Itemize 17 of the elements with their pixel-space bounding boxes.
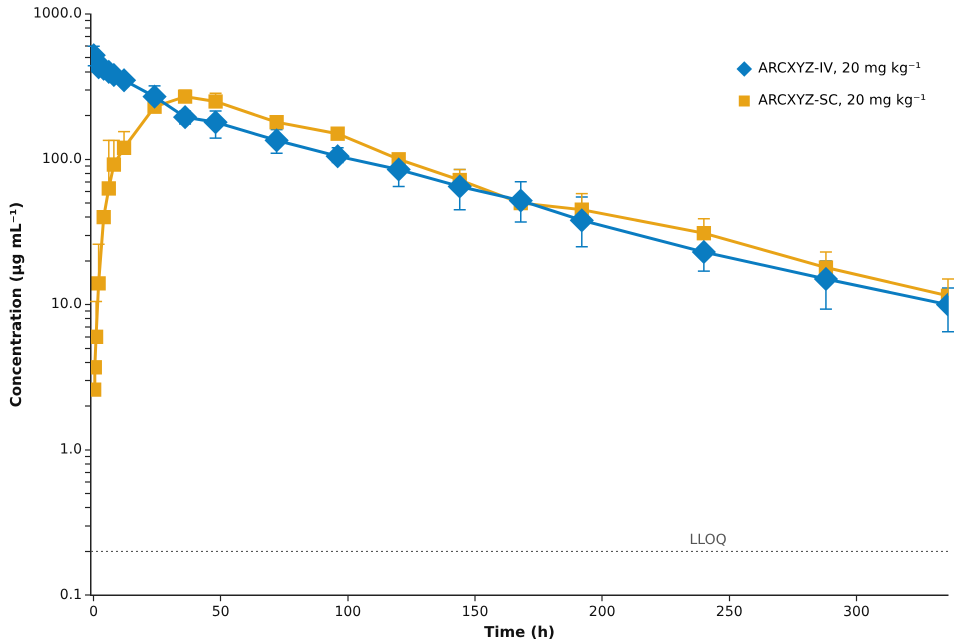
x-tick-label: 0 [89, 604, 98, 620]
y-tick-label: 1.0 [60, 442, 82, 458]
y-tick-label: 1000.0 [32, 6, 82, 22]
x-tick-label: 300 [843, 604, 870, 620]
y-tick-label: 0.1 [60, 586, 82, 603]
x-tick-label: 200 [588, 604, 616, 620]
x-tick-label: 50 [212, 604, 230, 620]
y-axis-title: Concentration (µg mL⁻¹) [6, 202, 25, 408]
x-tick-label: 100 [334, 604, 362, 620]
x-tick-label: 250 [716, 604, 743, 620]
legend-label: ARCXYZ-IV, 20 mg kg⁻¹ [758, 60, 922, 77]
ref-line-label: LLOQ [689, 532, 727, 548]
y-tick-label: 100.0 [42, 150, 82, 167]
y-tick-label: 10.0 [50, 296, 82, 312]
x-axis-title: Time (h) [484, 622, 555, 641]
x-tick-label: 150 [462, 604, 488, 620]
legend-label: ARCXYZ-SC, 20 mg kg⁻¹ [758, 92, 926, 109]
